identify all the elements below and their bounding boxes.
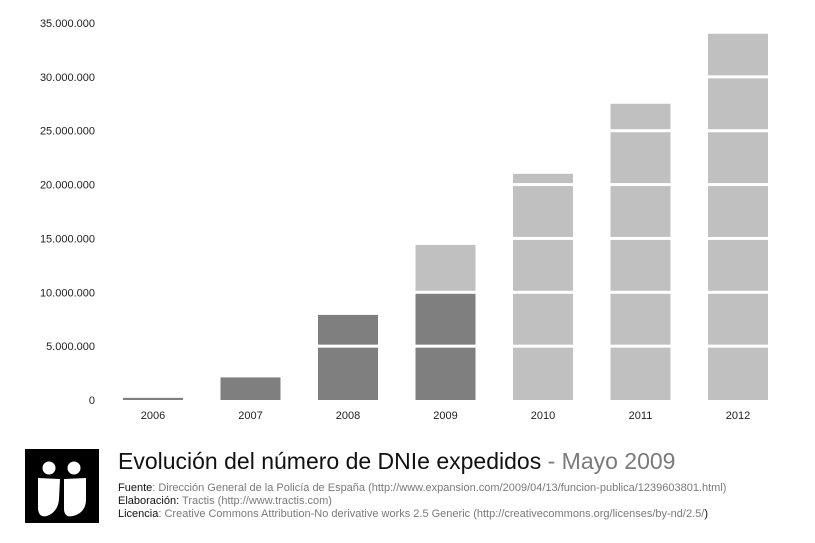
chart-title: Evolución del número de DNIe expedidos -… (118, 447, 798, 475)
bar-2006-dark (123, 397, 183, 400)
bar-separator (708, 344, 768, 348)
source-label: Fuente (118, 482, 153, 494)
bar-separator (708, 290, 768, 294)
bar-separator (513, 344, 573, 348)
y-tick-label: 0 (89, 395, 95, 407)
license-value: : Creative Commons Attribution-No deriva… (158, 508, 705, 520)
bar-2009-light (415, 244, 476, 294)
bar-2012-light (708, 33, 768, 401)
x-tick-label: 2006 (141, 410, 165, 422)
bar-2008-dark (318, 314, 378, 400)
made-value: Tractis (http://www.tractis.com) (179, 495, 332, 507)
source-line: Fuente: Dirección General de la Policía … (118, 482, 798, 495)
x-tick-label: 2008 (336, 410, 360, 422)
bar-separator (708, 183, 768, 187)
made-by-line: Elaboración: Tractis (http://www.tractis… (118, 495, 798, 508)
title-separator: - (541, 448, 562, 474)
y-tick-label: 25.000.000 (40, 126, 95, 138)
bar-separator (610, 344, 671, 348)
x-tick-label: 2009 (433, 410, 457, 422)
bar-2010-light (513, 173, 573, 400)
bar-chart: 0 5.000.000 10.000.000 15.000.000 20.000.000… (40, 18, 768, 422)
license-label: Licencia (118, 508, 159, 520)
bar-separator (513, 236, 573, 240)
bar-separator (318, 344, 378, 348)
license-line: Licencia: Creative Commons Attribution-N… (118, 508, 798, 521)
bar-separator (708, 129, 768, 133)
bar-separator (513, 290, 573, 294)
title-text: Evolución del número de DNIe expedidos (118, 448, 542, 474)
x-tick-label: 2012 (726, 410, 750, 422)
y-tick-label: 35.000.000 (40, 18, 95, 30)
y-tick-label: 10.000.000 (40, 287, 95, 299)
bar-2011-light (610, 103, 671, 401)
chart-footer: Evolución del número de DNIe expedidos -… (25, 447, 805, 527)
bar-separator (708, 236, 768, 240)
bar-separator (513, 183, 573, 187)
y-tick-label: 5.000.000 (46, 341, 95, 353)
bar-separator (610, 236, 671, 240)
source-value: : Dirección General de la Policía de Esp… (152, 482, 727, 494)
bar-separator (610, 183, 671, 187)
tractis-logo (25, 449, 99, 523)
y-tick-label: 15.000.000 (40, 233, 95, 245)
title-date: Mayo 2009 (561, 448, 676, 474)
bar-separator (610, 129, 671, 133)
bar-separator (415, 290, 476, 294)
bar-2007-dark (220, 377, 281, 400)
bar-separator (708, 75, 768, 79)
footer-text: Evolución del número de DNIe expedidos -… (118, 447, 798, 521)
license-end: ) (704, 508, 708, 520)
bar-separator (610, 290, 671, 294)
x-tick-label: 2010 (531, 410, 555, 422)
two-person-logo-icon (38, 461, 86, 517)
bar-separator (415, 344, 476, 348)
x-tick-label: 2007 (238, 410, 262, 422)
y-tick-label: 20.000.000 (40, 180, 95, 192)
credits: Fuente: Dirección General de la Policía … (118, 482, 798, 521)
x-tick-label: 2011 (629, 410, 653, 422)
made-label: Elaboración: (118, 495, 180, 507)
y-tick-label: 30.000.000 (40, 72, 95, 84)
